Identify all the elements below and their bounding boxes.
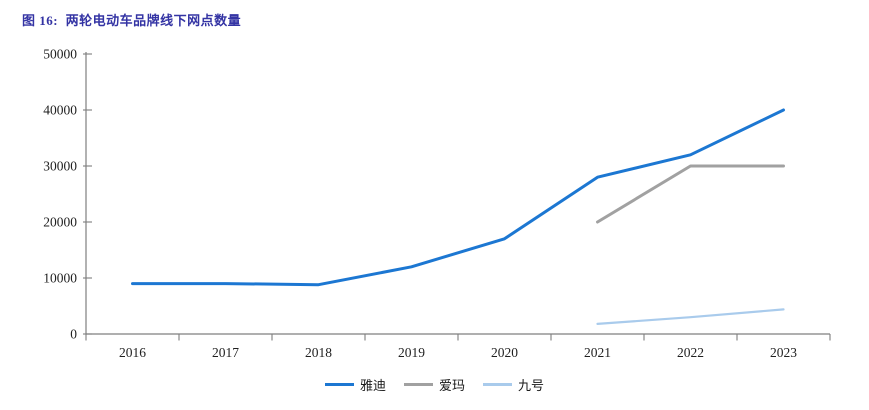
legend-line-icon	[403, 383, 433, 386]
series-line	[596, 164, 785, 224]
x-axis-tick-label: 2016	[119, 345, 146, 360]
y-axis-tick-label: 40000	[43, 103, 77, 118]
x-axis-tick-label: 2021	[584, 345, 611, 360]
legend-label: 九号	[518, 378, 545, 393]
y-axis-tick-label: 0	[70, 327, 77, 342]
y-axis-tick-label: 30000	[43, 159, 77, 174]
series-line	[596, 308, 785, 325]
x-axis-tick-label: 2022	[677, 345, 704, 360]
y-axis-tick-label: 10000	[43, 271, 77, 286]
legend-line-icon	[483, 383, 512, 386]
x-axis-tick-label: 2018	[305, 345, 332, 360]
y-axis-tick-label: 20000	[43, 215, 77, 230]
legend-item: 爱玛	[403, 375, 465, 394]
legend-line-icon	[324, 383, 354, 386]
chart-legend: 雅迪 爱玛 九号	[0, 375, 869, 394]
x-axis-tick-label: 2017	[212, 345, 239, 360]
y-axis-tick-label: 50000	[43, 47, 77, 62]
figure-title: 图 16: 两轮电动车品牌线下网点数量	[22, 13, 242, 28]
legend-label: 雅迪	[359, 378, 386, 393]
legend-item: 九号	[483, 375, 544, 394]
series-line	[131, 108, 785, 287]
x-axis-tick-label: 2020	[491, 345, 518, 360]
x-axis-tick-label: 2019	[398, 345, 425, 360]
legend-label: 爱玛	[438, 378, 465, 393]
legend-item: 雅迪	[324, 375, 386, 394]
x-axis-tick-label: 2023	[770, 345, 797, 360]
